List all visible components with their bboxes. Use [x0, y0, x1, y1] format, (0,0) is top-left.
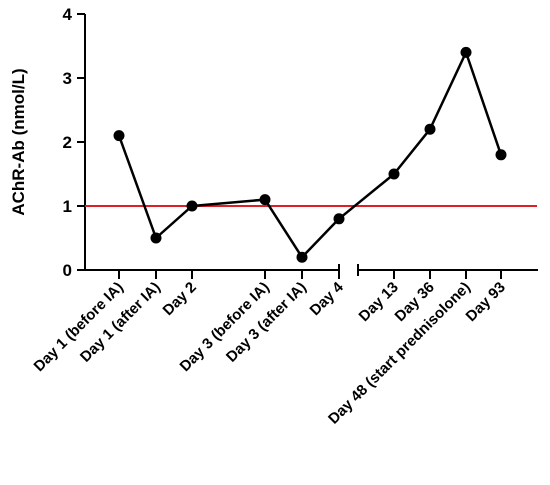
data-point — [460, 46, 472, 58]
data-point — [495, 149, 507, 161]
y-tick-label: 0 — [63, 261, 72, 280]
x-tick-label: Day 2 — [160, 279, 200, 319]
series-line — [117, 51, 503, 259]
y-axis: 0 1 2 3 4 — [63, 5, 86, 280]
data-point — [424, 123, 436, 135]
x-tick-label: Day 48 (start prednisolone) — [325, 279, 474, 428]
data-point — [186, 200, 198, 212]
y-tick-label: 2 — [63, 133, 72, 152]
data-point — [259, 194, 271, 206]
y-tick-label: 1 — [63, 197, 72, 216]
x-tick-label: Day 13 — [356, 279, 402, 325]
series-group — [113, 46, 507, 263]
y-axis-title: AChR-Ab (nmol/L) — [9, 68, 28, 215]
x-axis: Day 1 (before IA)Day 1 (after IA)Day 2Da… — [31, 264, 538, 428]
data-point — [296, 251, 308, 263]
data-point — [388, 168, 400, 180]
x-tick-label: Day 93 — [463, 279, 509, 325]
y-tick-label: 4 — [63, 5, 73, 24]
x-tick-label: Day 4 — [307, 278, 348, 319]
data-point — [113, 130, 125, 142]
y-tick-label: 3 — [63, 69, 72, 88]
data-point — [150, 232, 162, 244]
data-point — [333, 213, 345, 225]
